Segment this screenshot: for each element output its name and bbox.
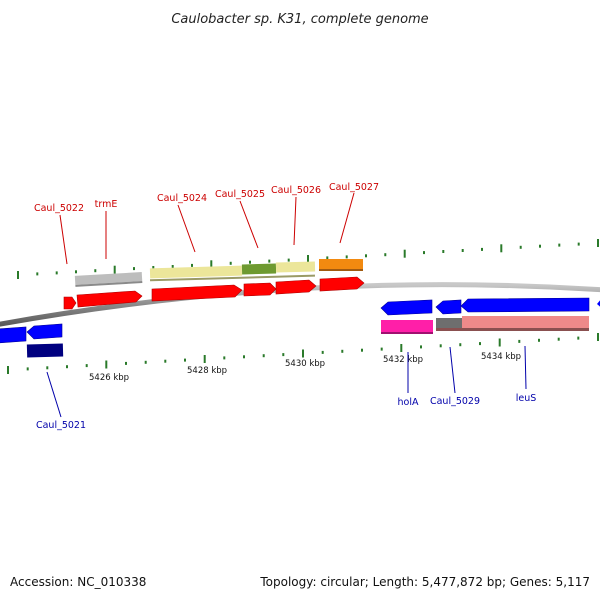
gene-caul5025-arrow[interactable]: [243, 282, 277, 297]
holA-class-bar: [381, 320, 433, 332]
forward-leader-lines: [59, 192, 355, 265]
scale-label-5428: 5428 kbp: [187, 366, 227, 376]
caul5021-class-bar: [26, 343, 64, 358]
gene-label-caul5022[interactable]: Caul_5022: [34, 203, 84, 214]
trmE-class-bar: [74, 272, 143, 285]
outer-tick-ring: [17, 239, 599, 279]
scale-label-5430: 5430 kbp: [285, 359, 325, 369]
gene-label-caul5024[interactable]: Caul_5024: [157, 193, 207, 204]
gene-caul5029-arrow[interactable]: [435, 299, 462, 315]
gene-label-caul5027[interactable]: Caul_5027: [329, 182, 379, 193]
caul5025-class-bar: [241, 263, 277, 275]
leader-caul5024: [177, 204, 196, 253]
leader-caul5026: [293, 196, 297, 246]
gene-caul5021-arrow[interactable]: [26, 323, 63, 340]
forward-class-shadow: [150, 274, 315, 282]
scale-label-5432: 5432 kbp: [383, 355, 423, 365]
gene-caul5026-arrow[interactable]: [275, 279, 317, 295]
leader-caul5025: [239, 200, 259, 249]
gene-trmE-arrow[interactable]: [76, 290, 143, 308]
leader-leuS: [524, 345, 527, 390]
caul5026-class-bar: [275, 261, 316, 273]
leader-caul5029: [449, 346, 456, 394]
leader-caul5022: [59, 214, 68, 265]
caul5027-class-shadow: [319, 269, 363, 271]
gene-caul5022-arrow[interactable]: [63, 296, 77, 310]
gene-label-caul5026[interactable]: Caul_5026: [271, 185, 321, 196]
gene-label-caul5021[interactable]: Caul_5021: [36, 420, 86, 431]
inner-tick-ring: [7, 333, 599, 374]
map-title: Caulobacter sp. K31, complete genome: [171, 12, 428, 27]
scale-label-5434: 5434 kbp: [481, 352, 521, 362]
accession-text: Accession: NC_010338: [10, 575, 146, 589]
reverse-class-shadow: [436, 328, 589, 331]
gene-holA-arrow[interactable]: [380, 299, 433, 316]
caul5024-class-bar: [149, 265, 243, 279]
trmE-class-shadow: [75, 281, 143, 287]
gene-left-edge-arrow[interactable]: [0, 326, 27, 344]
leuS-class-bar: [462, 316, 589, 328]
gene-label-caul5029[interactable]: Caul_5029: [430, 396, 480, 407]
gene-label-leuS[interactable]: leuS: [516, 393, 537, 404]
gene-label-caul5025[interactable]: Caul_5025: [215, 189, 265, 200]
gene-caul5024-arrow[interactable]: [151, 284, 243, 302]
reverse-leader-lines: [46, 345, 527, 418]
leader-caul5027: [339, 192, 355, 244]
caul5027-class-bar: [319, 259, 363, 269]
holA-class-shadow: [381, 332, 433, 334]
gene-right-edge-arrow[interactable]: [597, 298, 600, 310]
caul5029-class-bar: [436, 318, 462, 330]
leader-caul5021: [46, 371, 62, 418]
gene-label-trmE[interactable]: trmE: [95, 199, 118, 210]
gene-leuS-arrow[interactable]: [460, 297, 590, 313]
gene-caul5027-arrow[interactable]: [319, 276, 365, 292]
scale-label-5426: 5426 kbp: [89, 373, 129, 383]
gene-label-holA[interactable]: holA: [398, 397, 419, 408]
topology-text: Topology: circular; Length: 5,477,872 bp…: [259, 575, 590, 589]
